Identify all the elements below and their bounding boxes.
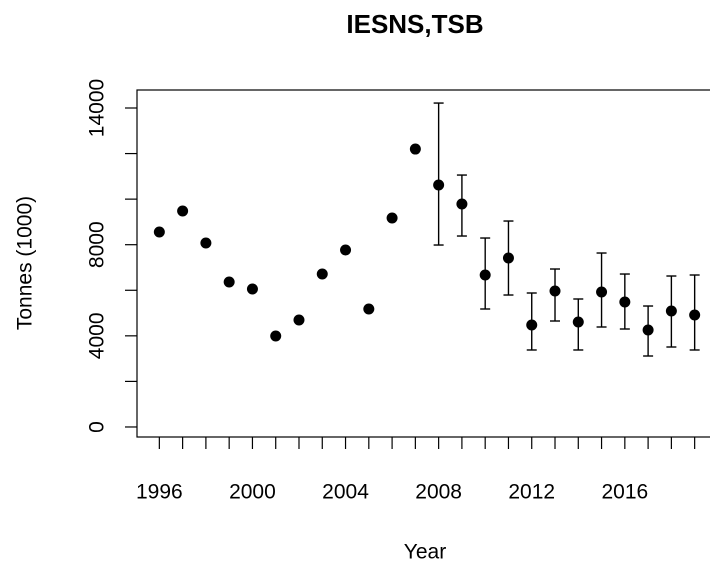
- point: [200, 237, 212, 249]
- point: [153, 226, 165, 238]
- x-tick-label: 1996: [136, 481, 183, 504]
- point: [619, 296, 631, 308]
- y-axis-label: Tonnes (1000): [14, 196, 37, 330]
- point: [642, 324, 654, 336]
- point: [363, 303, 375, 315]
- point: [456, 198, 468, 210]
- x-tick-label: 2004: [322, 481, 369, 504]
- x-tick-label: 2008: [415, 481, 462, 504]
- point: [246, 283, 258, 295]
- point: [316, 268, 328, 280]
- plot-frame: [136, 89, 710, 438]
- point: [433, 179, 445, 191]
- y-tick-label: 4000: [86, 312, 109, 359]
- point: [340, 244, 352, 256]
- x-tick-label: 2012: [508, 481, 555, 504]
- point: [479, 269, 491, 281]
- point: [665, 305, 677, 317]
- point: [223, 276, 235, 288]
- point: [270, 330, 282, 342]
- x-axis-label: Year: [404, 541, 446, 564]
- point: [409, 143, 421, 155]
- x-tick-label: 2000: [229, 481, 276, 504]
- point: [689, 309, 701, 321]
- point: [572, 316, 584, 328]
- point: [177, 205, 189, 217]
- y-tick-label: 0: [86, 421, 109, 433]
- x-tick-label: 2016: [601, 481, 648, 504]
- chart-title: IESNS,TSB: [346, 9, 483, 39]
- point: [293, 314, 305, 326]
- y-tick-label: 14000: [86, 79, 109, 137]
- point: [596, 286, 608, 298]
- point: [526, 319, 538, 331]
- point: [502, 252, 514, 264]
- y-tick-label: 8000: [86, 221, 109, 268]
- point: [386, 212, 398, 224]
- point: [549, 285, 561, 297]
